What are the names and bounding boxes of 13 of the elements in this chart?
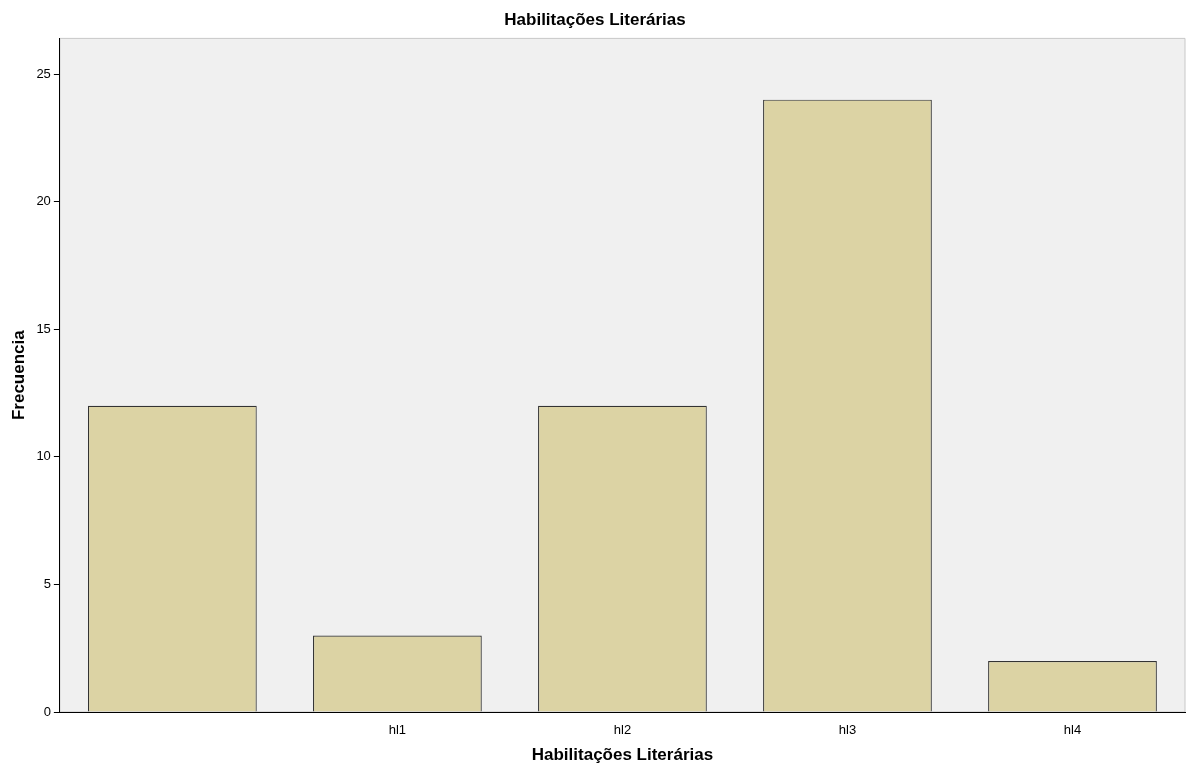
y-tick-label: 20 xyxy=(36,193,51,209)
y-tick-label: 10 xyxy=(36,448,51,464)
y-axis-title: Frecuencia xyxy=(8,329,28,421)
x-tick-label: hl2 xyxy=(613,722,632,738)
y-tick-label: 5 xyxy=(43,576,51,591)
y-tick-label: 15 xyxy=(36,320,51,336)
y-tick-label: 25 xyxy=(36,65,51,81)
chart-title: Habilitações Literárias xyxy=(504,9,686,29)
x-tick-label: hl4 xyxy=(1063,722,1082,738)
x-axis-title: Habilitações Literárias xyxy=(531,745,714,765)
y-tick-label: 0 xyxy=(43,703,51,719)
x-tick-label: hl3 xyxy=(838,722,857,738)
x-tick-label: hl1 xyxy=(388,722,407,738)
